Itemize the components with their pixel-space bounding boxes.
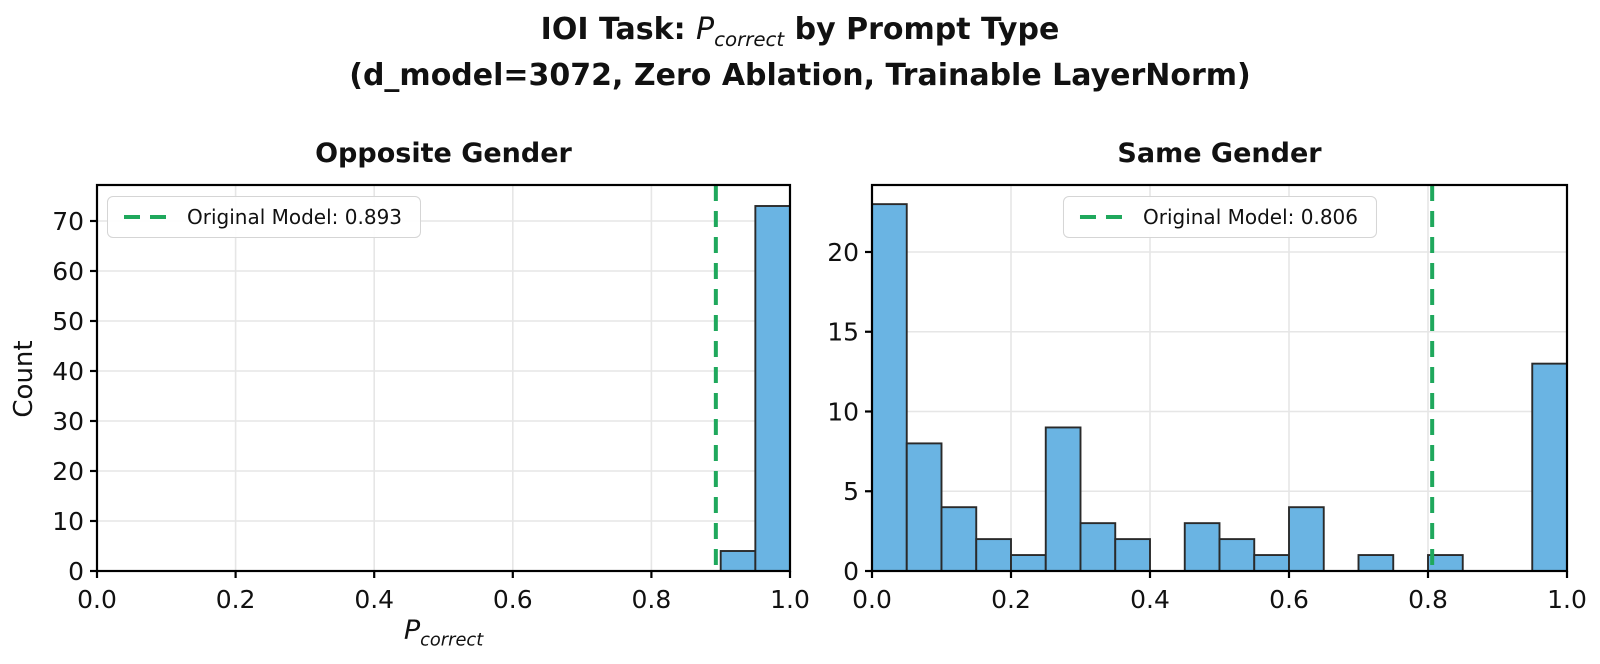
legend-label: Original Model: 0.806 bbox=[1142, 205, 1359, 229]
title-math-pcorrect: Pcorrect bbox=[696, 12, 784, 51]
histogram-bar bbox=[1357, 554, 1395, 572]
x-tick-label: 0.4 bbox=[1130, 585, 1170, 614]
figure-title-line2: (d_model=3072, Zero Ablation, Trainable … bbox=[349, 58, 1251, 93]
y-tick-label: 0 bbox=[68, 557, 84, 586]
title-suffix: by Prompt Type bbox=[784, 12, 1060, 47]
dashed-line-sample-icon bbox=[1079, 215, 1124, 219]
legend-label: Original Model: 0.893 bbox=[187, 205, 403, 229]
histogram-bar bbox=[1079, 522, 1117, 572]
xlabel-math: Pcorrect bbox=[403, 615, 483, 650]
histogram-bar bbox=[1183, 522, 1221, 572]
histogram-bar bbox=[871, 203, 908, 572]
y-tick-label: 15 bbox=[827, 318, 859, 347]
y-tick-label: 10 bbox=[52, 507, 84, 536]
y-axis-label-count: Count bbox=[9, 340, 39, 418]
x-tick-label: 0.6 bbox=[1269, 585, 1309, 614]
histogram-bar bbox=[1114, 538, 1151, 572]
y-tick-label: 40 bbox=[52, 357, 84, 386]
x-tick-label: 0.0 bbox=[852, 585, 892, 614]
x-tick-label: 0.2 bbox=[216, 585, 256, 614]
y-tick-label: 20 bbox=[827, 238, 859, 267]
x-tick-label: 0.0 bbox=[77, 585, 117, 614]
subplot-title-same-gender: Same Gender bbox=[1117, 138, 1322, 169]
y-tick-label: 0 bbox=[843, 557, 859, 586]
y-tick-label: 60 bbox=[52, 257, 84, 286]
histogram-bar bbox=[1010, 554, 1047, 572]
title-math-sub: correct bbox=[714, 28, 785, 51]
histogram-bar bbox=[719, 550, 757, 572]
histogram-bar bbox=[1044, 426, 1082, 572]
title-prefix: IOI Task: bbox=[540, 12, 697, 47]
title-math-base: P bbox=[696, 12, 715, 47]
y-tick-label: 20 bbox=[52, 457, 84, 486]
legend-opposite-gender: Original Model: 0.893 bbox=[107, 196, 422, 238]
xlabel-base: P bbox=[403, 615, 421, 646]
y-tick-label: 70 bbox=[52, 207, 84, 236]
histogram-bar bbox=[754, 205, 791, 572]
y-tick-label: 10 bbox=[827, 397, 859, 426]
subplot-title-opposite-gender: Opposite Gender bbox=[315, 138, 572, 169]
histogram-bar bbox=[975, 538, 1012, 572]
x-tick-label: 0.8 bbox=[632, 585, 672, 614]
x-tick-label: 1.0 bbox=[1547, 585, 1587, 614]
x-tick-label: 0.4 bbox=[354, 585, 394, 614]
histogram-bar bbox=[940, 506, 978, 572]
x-tick-label: 0.2 bbox=[991, 585, 1031, 614]
histogram-bar bbox=[1218, 538, 1256, 572]
figure-title-line1: IOI Task: Pcorrect by Prompt Type bbox=[0, 12, 1600, 58]
axes-spine bbox=[870, 183, 1569, 573]
x-tick-label: 0.8 bbox=[1408, 585, 1448, 614]
figure-title: IOI Task: Pcorrect by Prompt Type (d_mod… bbox=[0, 12, 1600, 94]
y-tick-label: 50 bbox=[52, 307, 84, 336]
histogram-bar bbox=[1288, 506, 1325, 572]
histogram-bar bbox=[1253, 554, 1290, 572]
xlabel-sub: correct bbox=[420, 629, 484, 651]
x-tick-label: 0.6 bbox=[493, 585, 533, 614]
histogram-bar bbox=[905, 442, 943, 572]
histogram-bar bbox=[1531, 362, 1568, 572]
dashed-line-sample-icon bbox=[124, 215, 168, 219]
x-tick-label: 1.0 bbox=[770, 585, 810, 614]
legend-same-gender: Original Model: 0.806 bbox=[1062, 196, 1378, 238]
axes-spine bbox=[95, 183, 792, 573]
x-axis-label-pcorrect: Pcorrect bbox=[97, 615, 790, 650]
y-tick-label: 30 bbox=[52, 407, 84, 436]
y-tick-label: 5 bbox=[843, 477, 859, 506]
